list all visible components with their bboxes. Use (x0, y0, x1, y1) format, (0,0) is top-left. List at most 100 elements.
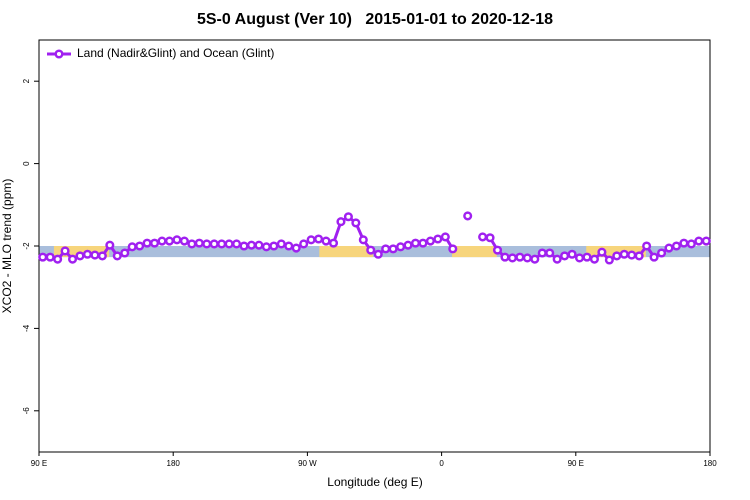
data-point (142, 238, 152, 248)
data-point (604, 255, 614, 265)
data-point (75, 251, 85, 261)
data-point (239, 241, 249, 251)
data-point (507, 253, 517, 263)
data-point (574, 253, 585, 263)
data-point (373, 249, 383, 259)
data-point (276, 239, 286, 249)
x-tick-label: 90 W (298, 459, 317, 468)
data-point (627, 250, 637, 260)
x-tick-label: 90 E (31, 459, 47, 468)
legend-marker (54, 49, 64, 59)
data-point (425, 236, 435, 246)
x-tick-label: 180 (167, 459, 181, 468)
y-tick-label: -2 (22, 242, 31, 250)
data-point (515, 252, 525, 262)
land-band (53, 246, 110, 258)
data-point (97, 251, 107, 261)
data-point (68, 254, 78, 264)
data-point (82, 249, 93, 259)
data-point (358, 235, 368, 245)
data-point (396, 242, 406, 252)
data-point (261, 242, 271, 252)
data-point (150, 238, 160, 248)
data-point (403, 240, 413, 250)
data-point (701, 236, 711, 246)
data-point (254, 240, 264, 250)
data-point (232, 239, 242, 249)
data-point (433, 234, 443, 244)
data-point (448, 244, 458, 254)
data-point (537, 248, 547, 258)
data-point (694, 236, 704, 246)
y-tick-label: 2 (22, 78, 31, 83)
data-point (60, 246, 70, 256)
land-band (452, 246, 497, 258)
data-point (336, 217, 346, 227)
data-point (485, 233, 495, 243)
data-point (671, 241, 682, 251)
data-point (560, 251, 570, 261)
data-point (202, 239, 212, 249)
data-point (642, 241, 652, 251)
legend-label: Land (Nadir&Glint) and Ocean (Glint) (77, 46, 274, 60)
data-point (366, 245, 376, 255)
data-point (306, 235, 316, 245)
data-point (187, 239, 197, 249)
data-point (388, 244, 398, 254)
data-point (321, 236, 331, 246)
x-axis-label: Longitude (deg E) (327, 475, 422, 489)
data-point (299, 239, 309, 249)
data-point (246, 240, 257, 250)
data-point (634, 251, 644, 261)
data-point (649, 252, 659, 262)
data-point (418, 238, 428, 248)
data-point (120, 248, 130, 258)
data-point (127, 242, 137, 252)
data-point (105, 240, 115, 250)
data-point (530, 254, 540, 264)
data-point (194, 238, 204, 248)
data-point (492, 245, 503, 255)
data-point (686, 239, 696, 249)
data-point (209, 239, 219, 249)
y-tick-label: -4 (22, 324, 31, 332)
land-band (319, 246, 374, 258)
data-point (224, 239, 234, 249)
y-tick-label: 0 (22, 161, 31, 166)
data-point (343, 212, 353, 222)
data-point (172, 235, 182, 245)
x-tick-label: 90 E (568, 459, 584, 468)
data-point (656, 248, 667, 258)
data-point (157, 236, 167, 246)
data-point (619, 249, 629, 259)
data-point (440, 232, 450, 242)
data-point (164, 236, 175, 246)
data-point (45, 252, 55, 262)
data-point (410, 238, 421, 248)
data-point (381, 244, 391, 254)
x-tick-label: 0 (439, 459, 444, 468)
data-point (135, 241, 145, 251)
data-point (545, 248, 555, 258)
data-point (463, 211, 473, 221)
data-point (567, 249, 577, 259)
data-point (291, 243, 301, 253)
data-point (179, 236, 189, 246)
data-point (112, 251, 122, 261)
y-axis-label: XCO2 - MLO trend (ppm) (0, 179, 14, 314)
y-tick-label: -6 (22, 407, 31, 415)
data-point (38, 252, 48, 262)
data-point (612, 251, 622, 261)
data-point (522, 253, 532, 263)
data-point (589, 254, 599, 264)
data-point (217, 239, 227, 249)
data-point (597, 247, 607, 257)
data-point (351, 218, 361, 228)
data-point (500, 252, 510, 262)
data-point (552, 254, 562, 264)
data-point (284, 241, 294, 251)
data-point (679, 238, 689, 248)
data-point (314, 234, 324, 244)
